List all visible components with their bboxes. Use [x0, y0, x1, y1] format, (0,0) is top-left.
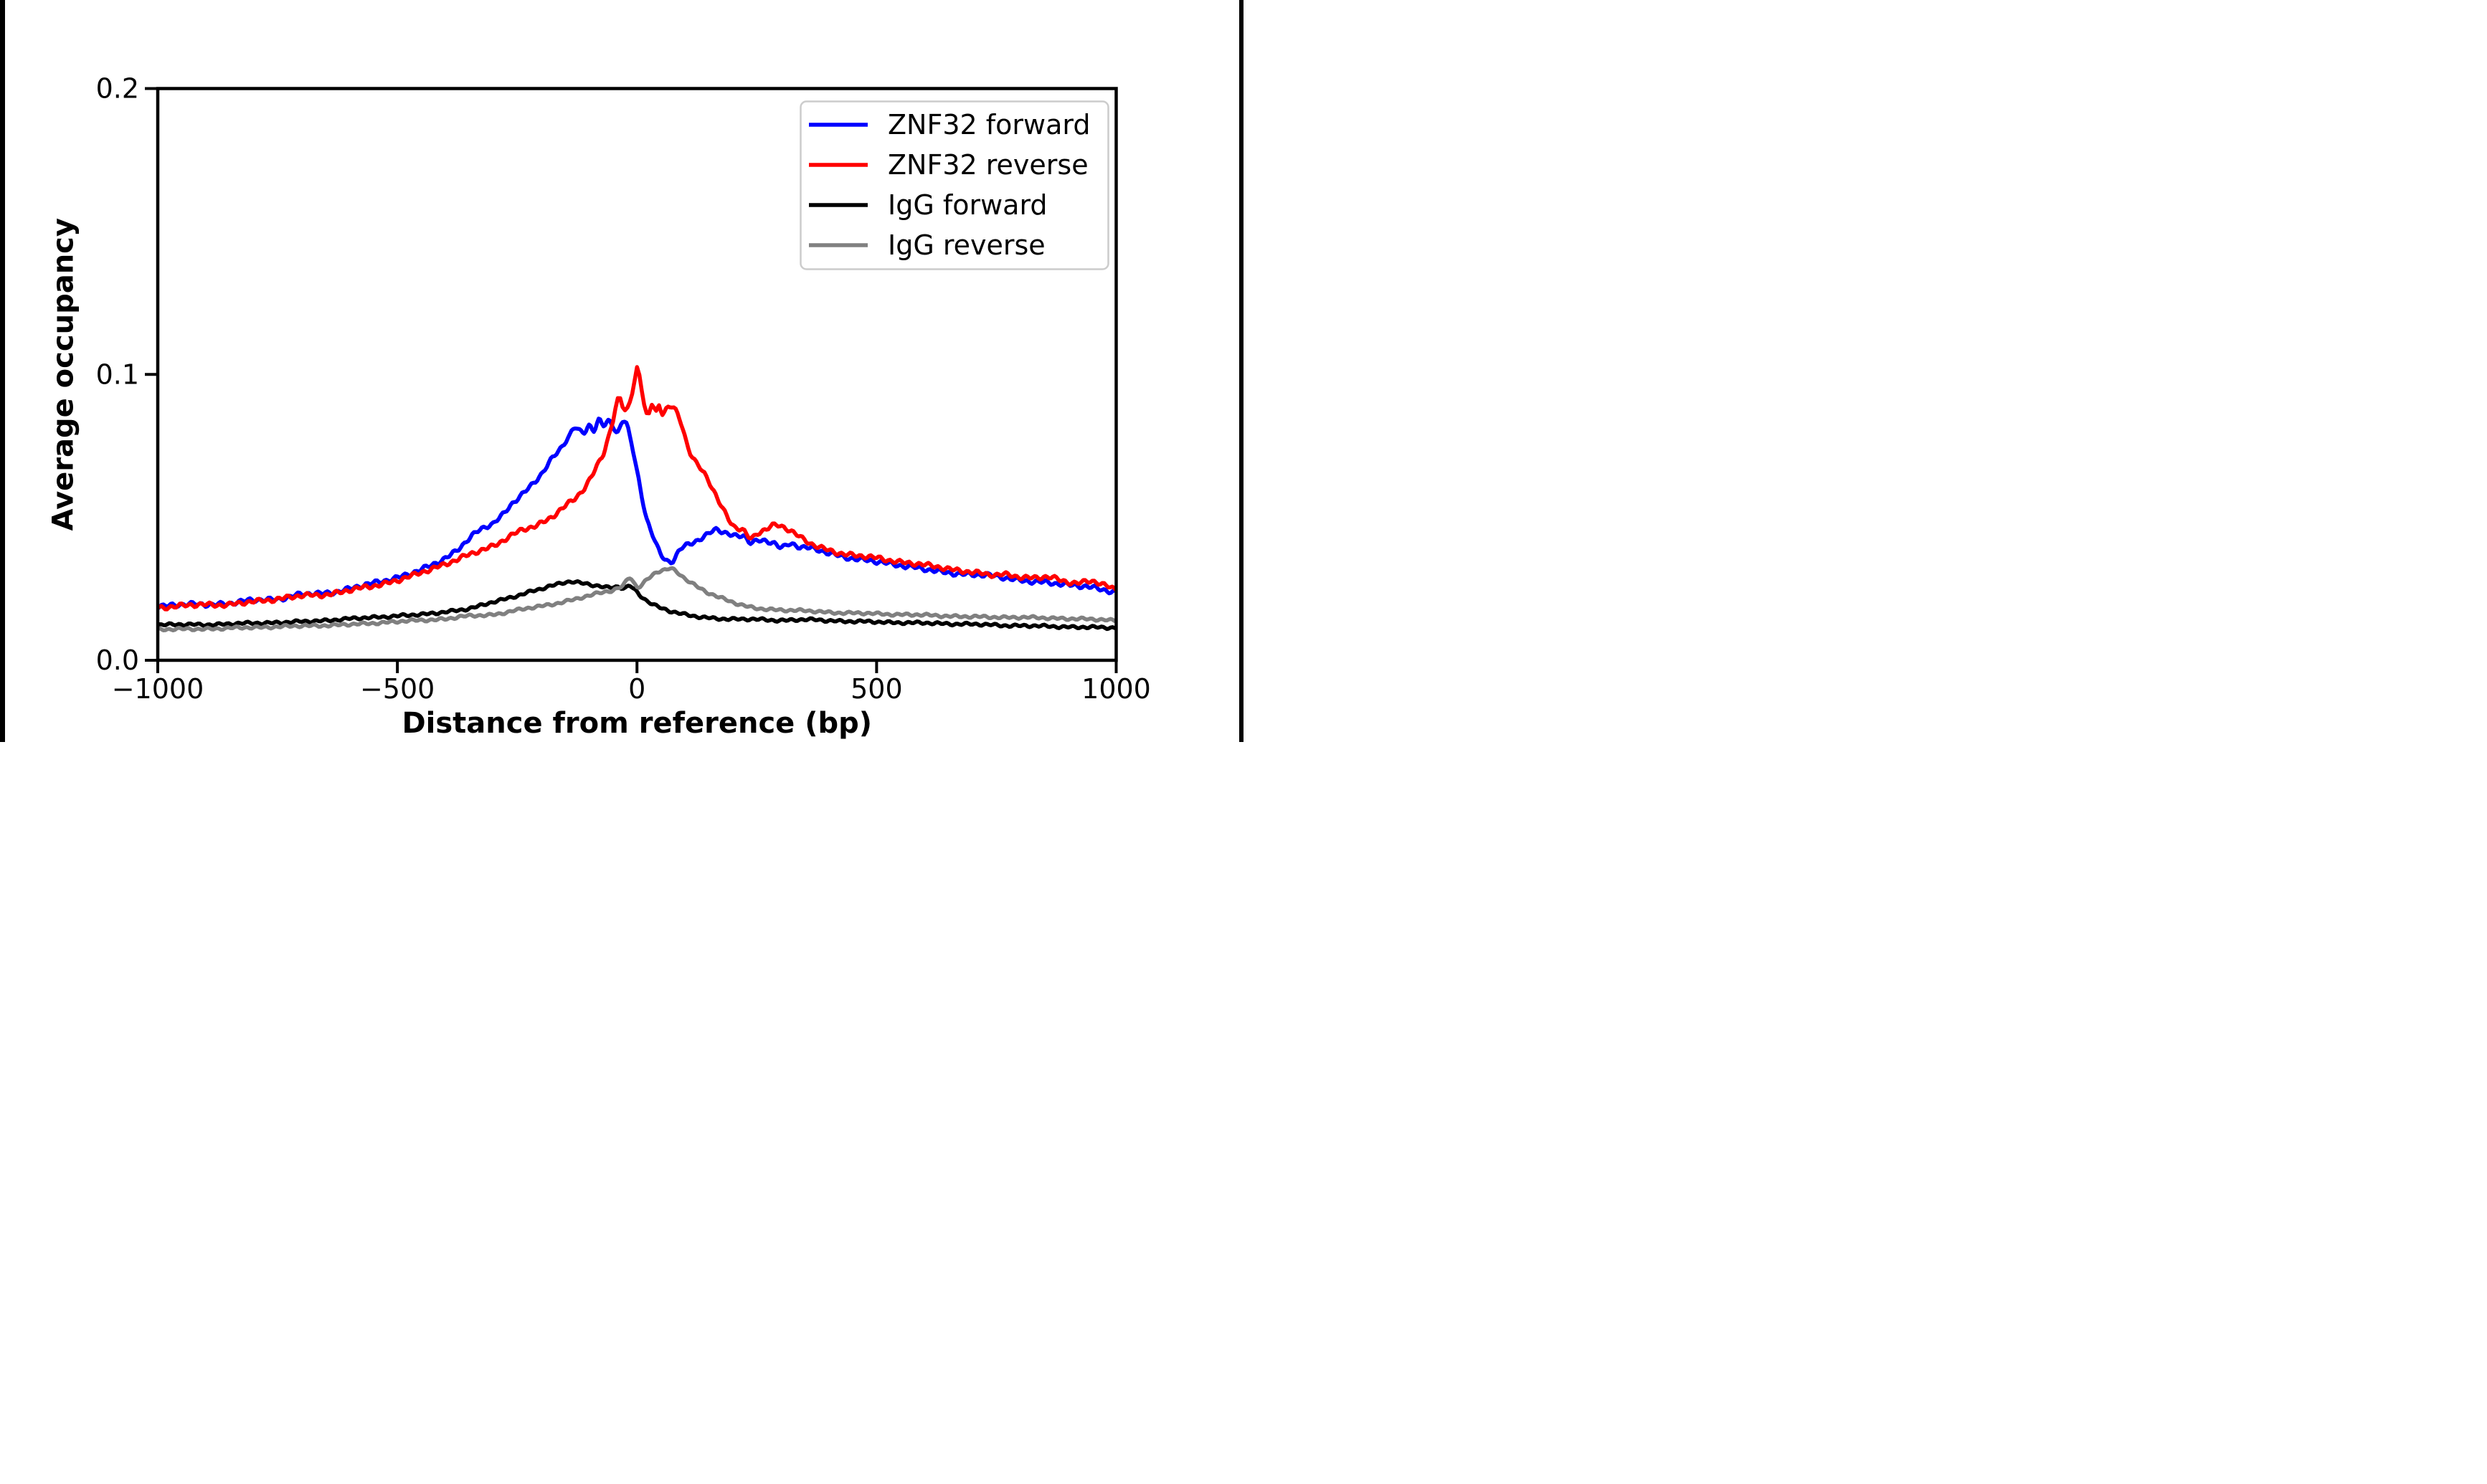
screen-border-left — [0, 0, 5, 742]
legend-label: IgG reverse — [888, 229, 1046, 261]
legend-label: ZNF32 forward — [888, 109, 1090, 141]
legend-item: ZNF32 reverse — [809, 149, 1089, 181]
series-line-igg-forward — [158, 579, 1117, 632]
legend: ZNF32 forward ZNF32 reverse IgG forward IgG… — [800, 100, 1109, 270]
series-line-znf32-forward — [158, 417, 1117, 611]
y-tick-label: 0.0 — [96, 645, 139, 676]
y-tick-label: 0.1 — [96, 358, 139, 390]
legend-item: IgG forward — [809, 189, 1048, 221]
screen-border-right — [1238, 0, 1244, 742]
series-line-igg-reverse — [158, 566, 1117, 633]
x-tick-label: 0 — [628, 673, 645, 705]
x-tick-label: −1000 — [112, 673, 204, 705]
legend-label: IgG forward — [888, 189, 1048, 221]
legend-item: ZNF32 forward — [809, 109, 1090, 141]
figure-canvas: −1000 −500 0 500 1000 0.0 0.1 0.2 Distance from … — [0, 0, 1244, 742]
plot-lines — [158, 365, 1117, 633]
x-axis-title: Distance from reference (bp) — [402, 707, 872, 740]
y-axis-title: Average occupancy — [47, 218, 80, 531]
legend-item: IgG reverse — [809, 229, 1046, 261]
legend-frame — [800, 100, 1109, 270]
x-tick-label: 1000 — [1081, 673, 1151, 705]
legend-label: ZNF32 reverse — [888, 149, 1089, 181]
series-line-znf32-reverse — [158, 365, 1117, 612]
y-tick-label: 0.2 — [96, 73, 139, 105]
x-tick-label: −500 — [360, 673, 435, 705]
x-tick-label: 500 — [851, 673, 903, 705]
occupancy-profile-chart: −1000 −500 0 500 1000 0.0 0.1 0.2 Distance from … — [47, 73, 1151, 741]
